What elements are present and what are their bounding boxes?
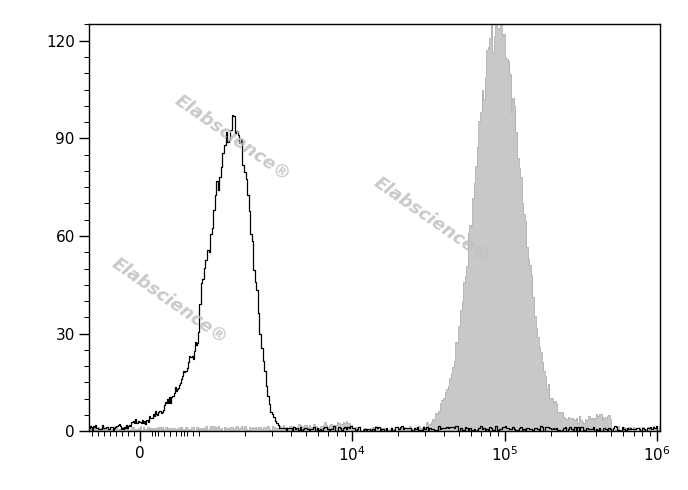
Text: Elabscience®: Elabscience® [108,254,230,348]
Text: Elabscience®: Elabscience® [371,173,493,267]
Text: Elabscience®: Elabscience® [171,92,293,185]
